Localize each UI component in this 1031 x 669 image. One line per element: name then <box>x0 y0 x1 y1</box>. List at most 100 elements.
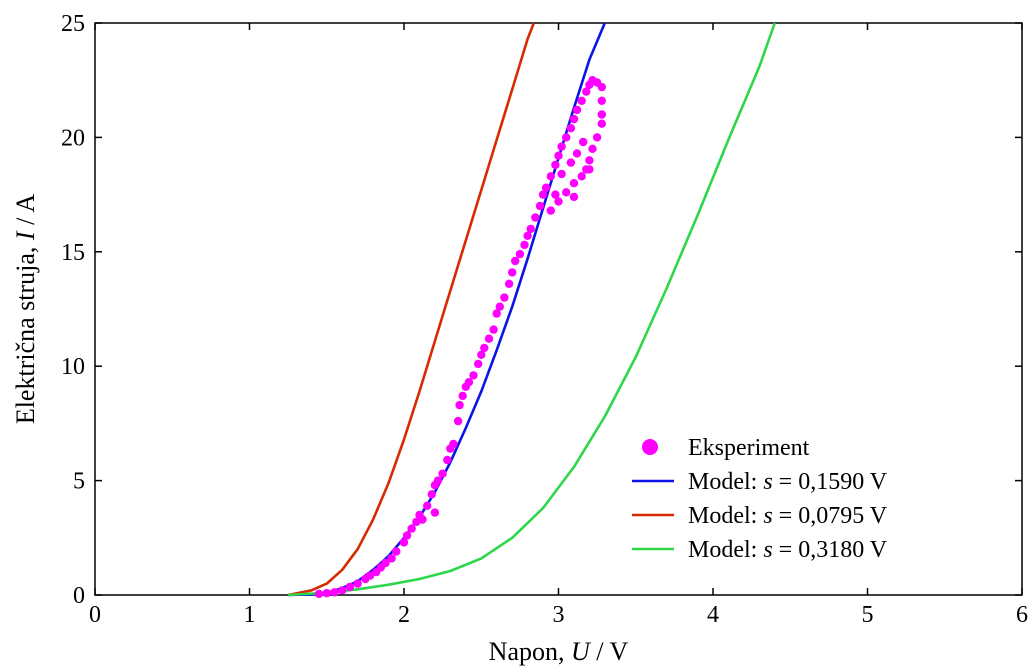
data-point <box>345 582 355 592</box>
data-point <box>443 455 452 465</box>
series-scatter-0 <box>314 76 606 599</box>
legend-label: Model: s = 0,3180 V <box>688 537 888 563</box>
data-point <box>515 249 525 259</box>
y-tick-label: 10 <box>61 354 85 380</box>
data-point <box>546 172 555 181</box>
data-point <box>520 240 529 250</box>
data-point <box>588 144 597 153</box>
data-point <box>449 439 458 449</box>
data-point <box>464 378 474 387</box>
data-point <box>562 188 571 197</box>
data-point <box>480 343 489 353</box>
y-axis-label: Električna struja, I / A <box>11 194 40 425</box>
data-point <box>484 334 494 343</box>
y-tick-label: 20 <box>61 125 85 151</box>
legend-label: Model: s = 0,0795 V <box>688 503 888 529</box>
x-tick-label: 3 <box>553 602 565 628</box>
x-tick-label: 6 <box>1016 602 1028 628</box>
series-line-2 <box>287 22 536 597</box>
data-point <box>500 293 509 302</box>
data-point <box>387 554 396 563</box>
data-point <box>489 325 498 334</box>
data-point <box>511 256 520 266</box>
x-tick-label: 5 <box>862 602 874 628</box>
data-point <box>569 114 579 124</box>
data-point <box>399 538 409 547</box>
y-tick-label: 15 <box>61 240 85 266</box>
data-point <box>551 190 560 199</box>
legend-item: Model: s = 0,3180 V <box>632 537 888 563</box>
y-tick-label: 0 <box>73 583 85 609</box>
legend-item: Model: s = 0,0795 V <box>632 503 888 529</box>
y-tick-label: 25 <box>61 11 85 37</box>
data-point <box>579 137 588 147</box>
data-point <box>458 391 467 401</box>
data-point <box>492 309 501 318</box>
data-point <box>585 165 594 174</box>
data-point <box>402 531 412 540</box>
legend-label: Model: s = 0,1590 V <box>688 469 888 495</box>
data-point <box>407 524 416 533</box>
data-point <box>546 206 555 215</box>
legend-marker <box>642 439 658 455</box>
data-point <box>314 589 324 599</box>
data-point <box>557 169 566 179</box>
data-point <box>538 190 548 199</box>
data-point <box>551 160 560 170</box>
data-point <box>585 156 594 165</box>
data-point <box>423 501 432 510</box>
data-point <box>592 133 602 142</box>
data-point <box>597 110 606 119</box>
data-point <box>557 142 566 151</box>
data-point <box>430 508 440 517</box>
data-point <box>504 279 514 288</box>
data-point <box>572 105 582 115</box>
data-point <box>577 172 586 181</box>
data-point <box>526 224 535 234</box>
data-point <box>381 558 390 568</box>
data-point <box>453 416 463 426</box>
series-line-1 <box>288 22 606 597</box>
x-tick-label: 2 <box>398 602 410 628</box>
x-tick-label: 4 <box>707 602 719 628</box>
data-point <box>569 192 579 202</box>
legend-item: Model: s = 0,1590 V <box>632 469 888 495</box>
data-point <box>535 201 545 211</box>
data-point <box>566 158 576 167</box>
data-point <box>477 350 486 359</box>
data-point <box>566 124 576 133</box>
data-point <box>554 197 563 206</box>
data-point <box>597 82 606 92</box>
data-point <box>338 586 347 595</box>
data-point <box>531 213 540 222</box>
data-point <box>597 119 606 128</box>
data-point <box>523 231 532 240</box>
data-point <box>582 87 591 96</box>
data-point <box>495 302 504 311</box>
data-point <box>569 179 579 188</box>
y-tick-label: 5 <box>73 469 85 495</box>
data-point <box>508 268 517 277</box>
x-axis-label: Napon, U / V <box>489 637 629 666</box>
series-layer <box>287 22 777 599</box>
x-tick-label: 0 <box>89 602 101 628</box>
data-point <box>427 490 436 499</box>
data-point <box>353 579 362 588</box>
data-point <box>418 515 427 524</box>
axes-layer: 0 1 2 3 4 5 6 0 5 10 15 20 25 <box>61 11 1028 628</box>
x-tick-label: 1 <box>244 602 256 628</box>
data-point <box>562 133 571 142</box>
data-point <box>455 400 464 410</box>
data-point <box>330 588 339 597</box>
data-point <box>469 371 478 380</box>
data-point <box>554 151 563 160</box>
data-point <box>572 149 582 158</box>
data-point <box>438 469 447 478</box>
legend-item: Eksperiment <box>642 435 810 461</box>
legend-label: Eksperiment <box>688 435 810 461</box>
data-point <box>597 96 606 106</box>
data-point <box>392 547 401 556</box>
data-point <box>365 571 375 580</box>
data-point <box>577 96 586 106</box>
